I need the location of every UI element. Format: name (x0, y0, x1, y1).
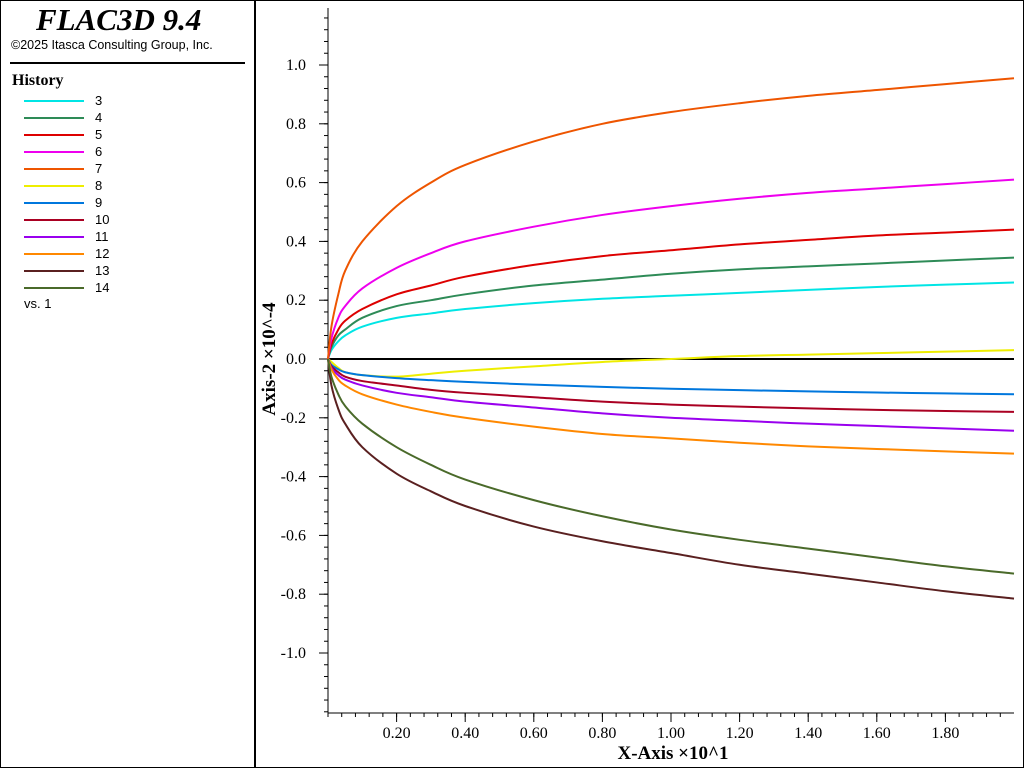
series-line-8 (327, 349, 1015, 378)
legend-swatch (24, 185, 84, 187)
series-line-14 (327, 358, 1015, 575)
legend-label: 5 (95, 127, 103, 142)
legend-list: 3 4 5 6 7 8 9 10 11 12 13 14 (0, 92, 250, 296)
copyright-notice: ©2025 Itasca Consulting Group, Inc. (11, 38, 213, 52)
series-line-5 (327, 228, 1015, 360)
legend-swatch (24, 134, 84, 136)
legend-swatch (24, 168, 84, 170)
legend-label: 12 (95, 246, 110, 261)
legend-item-12: 12 (0, 245, 250, 262)
legend-item-13: 13 (0, 262, 250, 279)
legend-panel: FLAC3D 9.4 ©2025 Itasca Consulting Group… (0, 0, 256, 768)
legend-label: 10 (95, 212, 110, 227)
history-chart: 1.0 0.8 0.6 0.4 0.2 0.0 -0.2 -0.4 -0.6 -0.8 -1.0 0.… (259, 8, 1015, 764)
title-divider (10, 62, 245, 64)
legend-label: 14 (95, 280, 110, 295)
y-tick-label: -0.4 (281, 469, 306, 486)
legend-label: 4 (95, 110, 103, 125)
legend-label: 6 (95, 144, 103, 159)
y-tick-label: 0.8 (286, 116, 306, 133)
legend-label: 7 (95, 161, 103, 176)
x-tick-label: 1.80 (931, 725, 959, 742)
series-line-13 (327, 358, 1015, 600)
x-tick-label: 0.60 (520, 725, 548, 742)
legend-label: 9 (95, 195, 103, 210)
y-tick-label: -1.0 (281, 645, 306, 662)
series-line-3 (327, 281, 1015, 360)
y-tick-label: 0.2 (286, 292, 306, 309)
legend-item-3: 3 (0, 92, 250, 109)
series-line-6 (327, 178, 1015, 360)
x-tick-label: 0.80 (588, 725, 616, 742)
x-tick-label: 0.40 (451, 725, 479, 742)
legend-swatch (24, 253, 84, 255)
app-title: FLAC3D 9.4 (36, 2, 202, 37)
x-axis-title: X-Axis ×10^1 (617, 743, 728, 764)
legend-swatch (24, 287, 84, 289)
legend-swatch (24, 117, 84, 119)
legend-item-9: 9 (0, 194, 250, 211)
legend-item-7: 7 (0, 160, 250, 177)
legend-title: History (12, 72, 64, 89)
series-line-12 (327, 358, 1015, 455)
y-tick-label: 1.0 (286, 57, 306, 74)
legend-swatch (24, 270, 84, 272)
x-tick-label: 1.00 (657, 725, 685, 742)
legend-label: 8 (95, 178, 103, 193)
y-tick-label: 0.4 (286, 233, 306, 250)
y-tick-label: 0.6 (286, 175, 306, 192)
legend-item-5: 5 (0, 126, 250, 143)
legend-swatch (24, 219, 84, 221)
legend-item-14: 14 (0, 279, 250, 296)
legend-item-11: 11 (0, 228, 250, 245)
legend-label: 11 (95, 229, 109, 244)
y-tick-label: 0.0 (286, 351, 306, 368)
series-line-9 (327, 358, 1015, 396)
legend-item-6: 6 (0, 143, 250, 160)
legend-swatch (24, 202, 84, 204)
axes-layer: 1.0 0.8 0.6 0.4 0.2 0.0 -0.2 -0.4 -0.6 -0.8 -1.0 0.… (281, 8, 1014, 742)
x-tick-label: 1.60 (863, 725, 891, 742)
x-tick-label: 1.20 (726, 725, 754, 742)
legend-swatch (24, 151, 84, 153)
x-tick-label: 1.40 (794, 725, 822, 742)
y-tick-label: -0.8 (281, 586, 306, 603)
series-line-7 (327, 77, 1015, 360)
y-tick-label: -0.2 (281, 410, 306, 427)
y-tick-label: -0.6 (281, 527, 306, 544)
legend-item-10: 10 (0, 211, 250, 228)
x-tick-label: 0.20 (383, 725, 411, 742)
series-line-4 (327, 256, 1015, 360)
legend-item-4: 4 (0, 109, 250, 126)
series-layer (327, 77, 1015, 600)
series-line-10 (327, 358, 1015, 413)
legend-label: 3 (95, 93, 103, 108)
series-line-11 (327, 358, 1015, 432)
legend-swatch (24, 100, 84, 102)
legend-item-8: 8 (0, 177, 250, 194)
legend-vs-label: vs. 1 (24, 296, 52, 311)
legend-label: 13 (95, 263, 110, 278)
legend-swatch (24, 236, 84, 238)
y-axis-title: Axis-2 ×10^-4 (259, 302, 280, 416)
